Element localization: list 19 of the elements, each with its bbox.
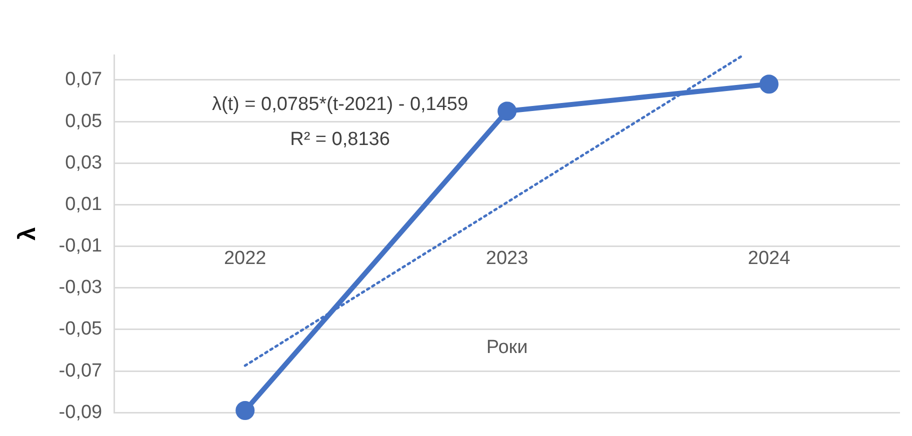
x-axis-title: Роки xyxy=(486,336,528,358)
y-tick-label: -0,01 xyxy=(58,236,102,257)
point xyxy=(236,401,255,420)
point xyxy=(498,102,517,121)
x-tick-label: 2023 xyxy=(486,248,528,270)
y-tick-label: 0,01 xyxy=(65,194,102,215)
y-tick-label: 0,03 xyxy=(65,152,102,174)
y-tick-label: -0,05 xyxy=(58,318,102,340)
annotation: R² = 0,8136 xyxy=(290,129,390,150)
point xyxy=(760,74,779,94)
y-tick-label: 0,07 xyxy=(65,69,102,90)
y-tick-label: 0,05 xyxy=(65,110,102,132)
annotation: λ(t) = 0,0785*(t-2021) - 0,1459 xyxy=(212,94,468,116)
y-tick-label: -0,03 xyxy=(58,277,102,298)
y-tick-label: -0,07 xyxy=(58,360,102,382)
y-axis-title: λ xyxy=(14,227,42,240)
y-tick-label: -0,09 xyxy=(58,402,102,423)
x-tick-label: 2024 xyxy=(748,248,791,270)
x-tick-label: 2022 xyxy=(224,248,266,270)
